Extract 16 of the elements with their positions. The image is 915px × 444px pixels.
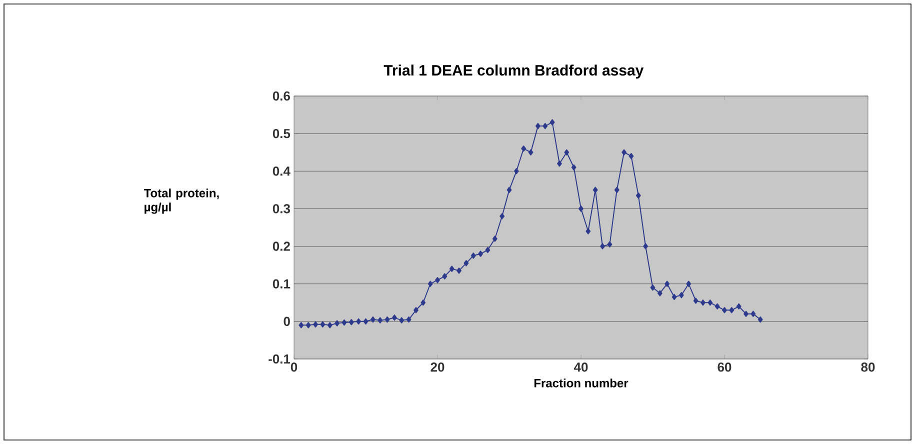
y-tick-label: 0.1	[272, 279, 290, 288]
y-tick-label: 0.3	[272, 204, 290, 214]
x-tick-label: 40	[574, 362, 588, 372]
y-tick-label: 0.4	[272, 166, 290, 176]
x-tick-label: 60	[718, 362, 732, 372]
chart-title: Trial 1 DEAE column Bradford assay	[384, 64, 644, 79]
x-tick-label: 20	[430, 362, 444, 372]
y-tick-label: 0.5	[272, 128, 290, 138]
x-tick-label: 80	[861, 362, 875, 372]
x-axis-title: Fraction number	[534, 378, 628, 388]
y-tick-label: 0.6	[272, 91, 290, 101]
y-tick-label: 0	[284, 316, 290, 326]
y-tick-label: -0.1	[268, 354, 290, 364]
x-tick-label: 0	[290, 362, 298, 372]
y-axis-title: Total protein, µg/µl	[144, 188, 219, 214]
y-tick-label: 0.2	[272, 242, 290, 251]
